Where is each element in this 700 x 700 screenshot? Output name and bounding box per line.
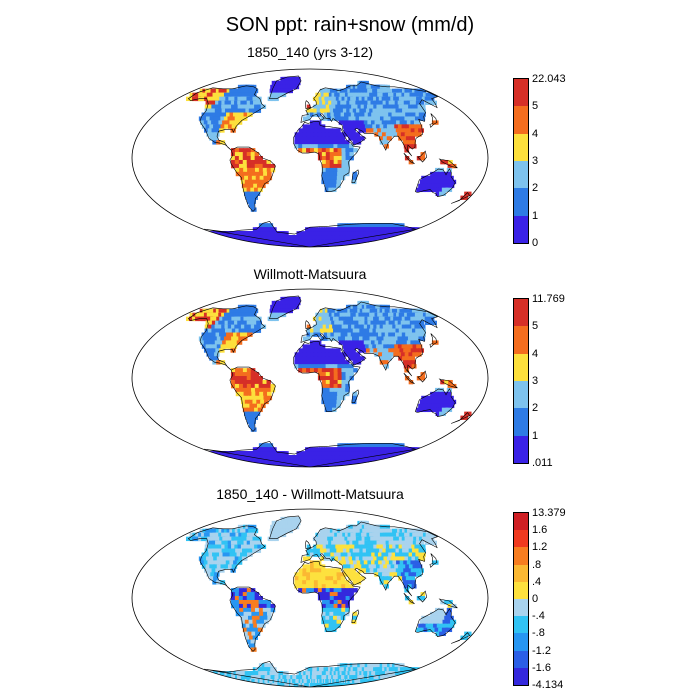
colorbar-segment bbox=[514, 581, 528, 600]
colorbar-segment bbox=[514, 547, 528, 566]
colorbar-label: 3 bbox=[532, 375, 539, 387]
world-map bbox=[131, 508, 489, 688]
map-border bbox=[131, 68, 489, 248]
colorbar-segment bbox=[514, 79, 528, 107]
colorbar-label: 4 bbox=[532, 127, 539, 140]
panel-title-obs: Willmott-Matsuura bbox=[253, 266, 367, 282]
colorbar-label: 13.379 bbox=[532, 507, 566, 519]
panel-title-model: 1850_140 (yrs 3-12) bbox=[246, 44, 374, 60]
colorbar-diff bbox=[513, 512, 529, 686]
colorbar-label: .011 bbox=[532, 457, 553, 469]
colorbar-segment bbox=[514, 133, 528, 162]
map-obs bbox=[130, 288, 490, 468]
colorbar-label: .4 bbox=[532, 575, 542, 588]
colorbar-label: -1.6 bbox=[532, 661, 551, 674]
map-border bbox=[131, 508, 489, 688]
coastlines bbox=[187, 75, 471, 247]
colorbar-label: 11.769 bbox=[532, 293, 565, 305]
colorbar-obs bbox=[513, 298, 529, 464]
colorbar-segment bbox=[514, 650, 528, 669]
coastlines bbox=[187, 515, 471, 687]
panel-title-diff: 1850_140 - Willmott-Matsuura bbox=[216, 486, 404, 502]
map-border bbox=[131, 288, 489, 468]
colorbar-label: 5 bbox=[532, 100, 539, 113]
colorbar-label: .8 bbox=[532, 558, 542, 571]
colorbar-label: 0 bbox=[532, 237, 539, 249]
colorbar-label: 2 bbox=[532, 402, 539, 415]
colorbar-label: 4 bbox=[532, 347, 539, 360]
main-title: SON ppt: rain+snow (mm/d) bbox=[225, 14, 475, 36]
colorbar-label: 5 bbox=[532, 320, 539, 333]
colorbar-label: 1 bbox=[532, 209, 539, 222]
map-diff bbox=[130, 508, 490, 688]
coastlines bbox=[187, 295, 471, 467]
colorbar-label: 1.6 bbox=[532, 524, 548, 537]
colorbar-label: 1.2 bbox=[532, 541, 548, 554]
colorbar-model bbox=[513, 78, 529, 244]
colorbar-label: 3 bbox=[532, 155, 539, 167]
map-model bbox=[130, 68, 490, 248]
world-map bbox=[131, 68, 489, 248]
colorbar-segment bbox=[514, 667, 528, 686]
colorbar-segment bbox=[514, 599, 528, 617]
world-map bbox=[131, 288, 489, 468]
colorbar-segment bbox=[514, 564, 528, 583]
colorbar-segment bbox=[514, 513, 528, 531]
colorbar-segment bbox=[514, 188, 528, 217]
colorbar-label: 22.043 bbox=[532, 73, 566, 85]
colorbar-segment bbox=[514, 616, 528, 634]
colorbar-segment bbox=[514, 435, 528, 464]
colorbar-segment bbox=[514, 299, 528, 327]
precip-grid bbox=[185, 76, 472, 247]
colorbar-label: 0 bbox=[532, 593, 539, 605]
colorbar-segment bbox=[514, 381, 528, 409]
colorbar-label: 2 bbox=[532, 182, 539, 195]
colorbar-label: 1 bbox=[532, 429, 539, 442]
colorbar-segment bbox=[514, 215, 528, 244]
colorbar-segment bbox=[514, 408, 528, 437]
colorbar-label: -.4 bbox=[532, 610, 545, 623]
colorbar-segment bbox=[514, 633, 528, 652]
colorbar-segment bbox=[514, 353, 528, 382]
colorbar-label: -4.134 bbox=[532, 679, 564, 691]
colorbar-segment bbox=[514, 326, 528, 355]
colorbar-segment bbox=[514, 161, 528, 189]
colorbar-segment bbox=[514, 106, 528, 135]
colorbar-segment bbox=[514, 530, 528, 548]
colorbar-label: -.8 bbox=[532, 627, 545, 640]
colorbar-label: -1.2 bbox=[532, 644, 551, 657]
